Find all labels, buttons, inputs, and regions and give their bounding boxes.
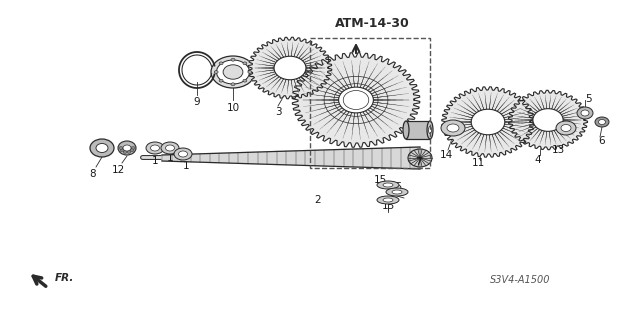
Text: 5: 5 <box>585 94 591 104</box>
Ellipse shape <box>243 62 247 65</box>
Ellipse shape <box>123 145 131 151</box>
Text: 3: 3 <box>275 107 282 117</box>
Ellipse shape <box>216 60 250 84</box>
Ellipse shape <box>408 149 432 167</box>
Ellipse shape <box>231 83 235 86</box>
Ellipse shape <box>243 79 247 82</box>
Ellipse shape <box>471 109 505 135</box>
Ellipse shape <box>556 121 576 135</box>
Ellipse shape <box>595 117 609 127</box>
Text: 1: 1 <box>166 153 173 163</box>
Ellipse shape <box>533 109 563 131</box>
Ellipse shape <box>214 70 218 73</box>
Ellipse shape <box>231 58 235 61</box>
Polygon shape <box>248 37 332 99</box>
Text: 8: 8 <box>90 169 96 179</box>
Ellipse shape <box>166 145 175 151</box>
Text: 2: 2 <box>315 195 321 205</box>
Ellipse shape <box>248 70 252 73</box>
Ellipse shape <box>377 181 399 189</box>
Ellipse shape <box>120 149 124 152</box>
Text: 15: 15 <box>381 201 395 211</box>
Text: 15: 15 <box>389 182 403 192</box>
Text: 1: 1 <box>182 161 189 171</box>
Bar <box>310 38 430 168</box>
Ellipse shape <box>561 124 571 131</box>
Text: 1: 1 <box>152 156 158 166</box>
Ellipse shape <box>383 183 393 187</box>
Ellipse shape <box>146 142 164 154</box>
Text: 10: 10 <box>227 103 239 113</box>
Text: 14: 14 <box>440 150 452 160</box>
Ellipse shape <box>130 149 134 152</box>
Ellipse shape <box>383 198 393 202</box>
Ellipse shape <box>274 56 306 80</box>
Ellipse shape <box>223 65 243 79</box>
Text: ATM-14-30: ATM-14-30 <box>335 17 410 30</box>
Text: 15: 15 <box>373 175 387 185</box>
Text: FR.: FR. <box>55 273 74 283</box>
Text: 13: 13 <box>552 145 564 155</box>
Ellipse shape <box>123 150 127 153</box>
Ellipse shape <box>386 188 408 196</box>
Ellipse shape <box>131 146 135 150</box>
Ellipse shape <box>581 110 589 116</box>
Ellipse shape <box>377 196 399 204</box>
Ellipse shape <box>339 87 373 113</box>
Polygon shape <box>162 147 420 169</box>
Polygon shape <box>442 87 534 157</box>
Ellipse shape <box>90 139 114 157</box>
Ellipse shape <box>598 120 605 124</box>
Ellipse shape <box>118 141 136 155</box>
Text: S3V4-A1500: S3V4-A1500 <box>490 275 550 285</box>
Ellipse shape <box>403 121 409 139</box>
Ellipse shape <box>441 120 465 136</box>
Ellipse shape <box>427 121 433 139</box>
Ellipse shape <box>119 146 123 150</box>
Ellipse shape <box>447 124 459 132</box>
Ellipse shape <box>219 79 223 82</box>
Ellipse shape <box>179 151 188 157</box>
Polygon shape <box>406 121 430 139</box>
Text: 12: 12 <box>111 165 125 175</box>
Polygon shape <box>292 53 420 147</box>
Text: 9: 9 <box>194 97 200 107</box>
Text: 4: 4 <box>534 155 541 165</box>
Ellipse shape <box>219 62 223 65</box>
Ellipse shape <box>150 145 159 151</box>
Text: 11: 11 <box>472 158 484 168</box>
Text: 7: 7 <box>415 157 421 167</box>
Ellipse shape <box>174 148 192 160</box>
Text: 6: 6 <box>598 136 605 146</box>
Ellipse shape <box>577 107 593 119</box>
Ellipse shape <box>392 190 402 194</box>
Ellipse shape <box>429 126 431 134</box>
Ellipse shape <box>96 144 108 152</box>
Ellipse shape <box>127 150 131 153</box>
Polygon shape <box>508 90 588 150</box>
Ellipse shape <box>211 56 255 88</box>
Ellipse shape <box>161 142 179 154</box>
